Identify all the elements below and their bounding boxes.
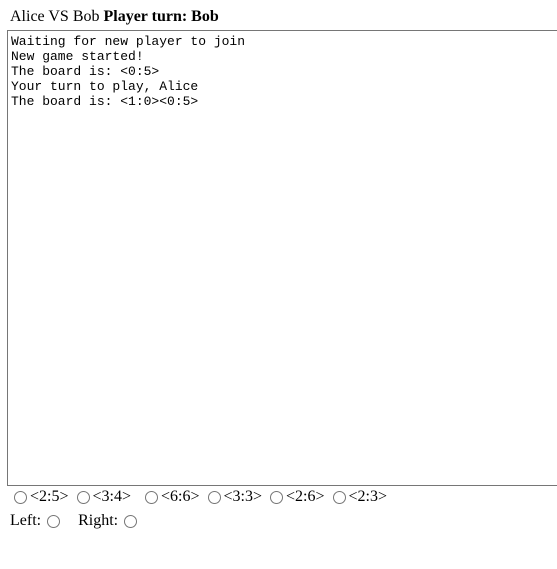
tile-option[interactable]: <3:3>	[207, 487, 263, 507]
tile-label: <3:4>	[92, 488, 132, 505]
tile-label: <2:3>	[348, 488, 388, 505]
log-line: Waiting for new player to join	[11, 34, 246, 49]
tile-radio[interactable]	[76, 490, 90, 504]
game-log-textarea[interactable]: Waiting for new player to join New game …	[7, 30, 557, 486]
tile-label: <3:3>	[223, 488, 263, 505]
tile-label: <2:6>	[286, 488, 325, 505]
tile-option[interactable]: <2:3>	[332, 487, 388, 507]
player-turn-label: Player turn: Bob	[103, 8, 219, 25]
tile-radio[interactable]	[145, 490, 158, 504]
side-options: Left: Right:	[10, 511, 138, 531]
log-line: The board is: <1:0><0:5>	[11, 94, 199, 109]
tile-option[interactable]: <2:6>	[270, 487, 325, 507]
tile-radio[interactable]	[14, 490, 27, 504]
tile-label: <2:5>	[30, 488, 69, 505]
tile-option[interactable]: <3:4>	[76, 487, 132, 507]
right-label: Right:	[78, 512, 119, 529]
tile-option[interactable]: <6:6>	[145, 487, 200, 507]
log-line: The board is: <0:5>	[11, 64, 160, 79]
game-header: Alice VS Bob Player turn: Bob	[10, 7, 219, 27]
tile-option[interactable]: <2:5>	[14, 487, 69, 507]
log-line: New game started!	[11, 49, 144, 64]
tile-options: <2:5> <3:4> <6:6> <3:3> <2:6> <2:3>	[14, 487, 395, 507]
left-label: Left:	[10, 512, 42, 529]
tile-radio[interactable]	[207, 490, 221, 504]
tile-radio[interactable]	[332, 490, 346, 504]
log-line: Your turn to play, Alice	[11, 79, 199, 94]
right-radio[interactable]	[124, 514, 138, 528]
tile-radio[interactable]	[270, 490, 283, 504]
players-label: Alice VS Bob	[10, 8, 100, 25]
tile-label: <6:6>	[161, 488, 200, 505]
left-radio[interactable]	[47, 514, 61, 528]
